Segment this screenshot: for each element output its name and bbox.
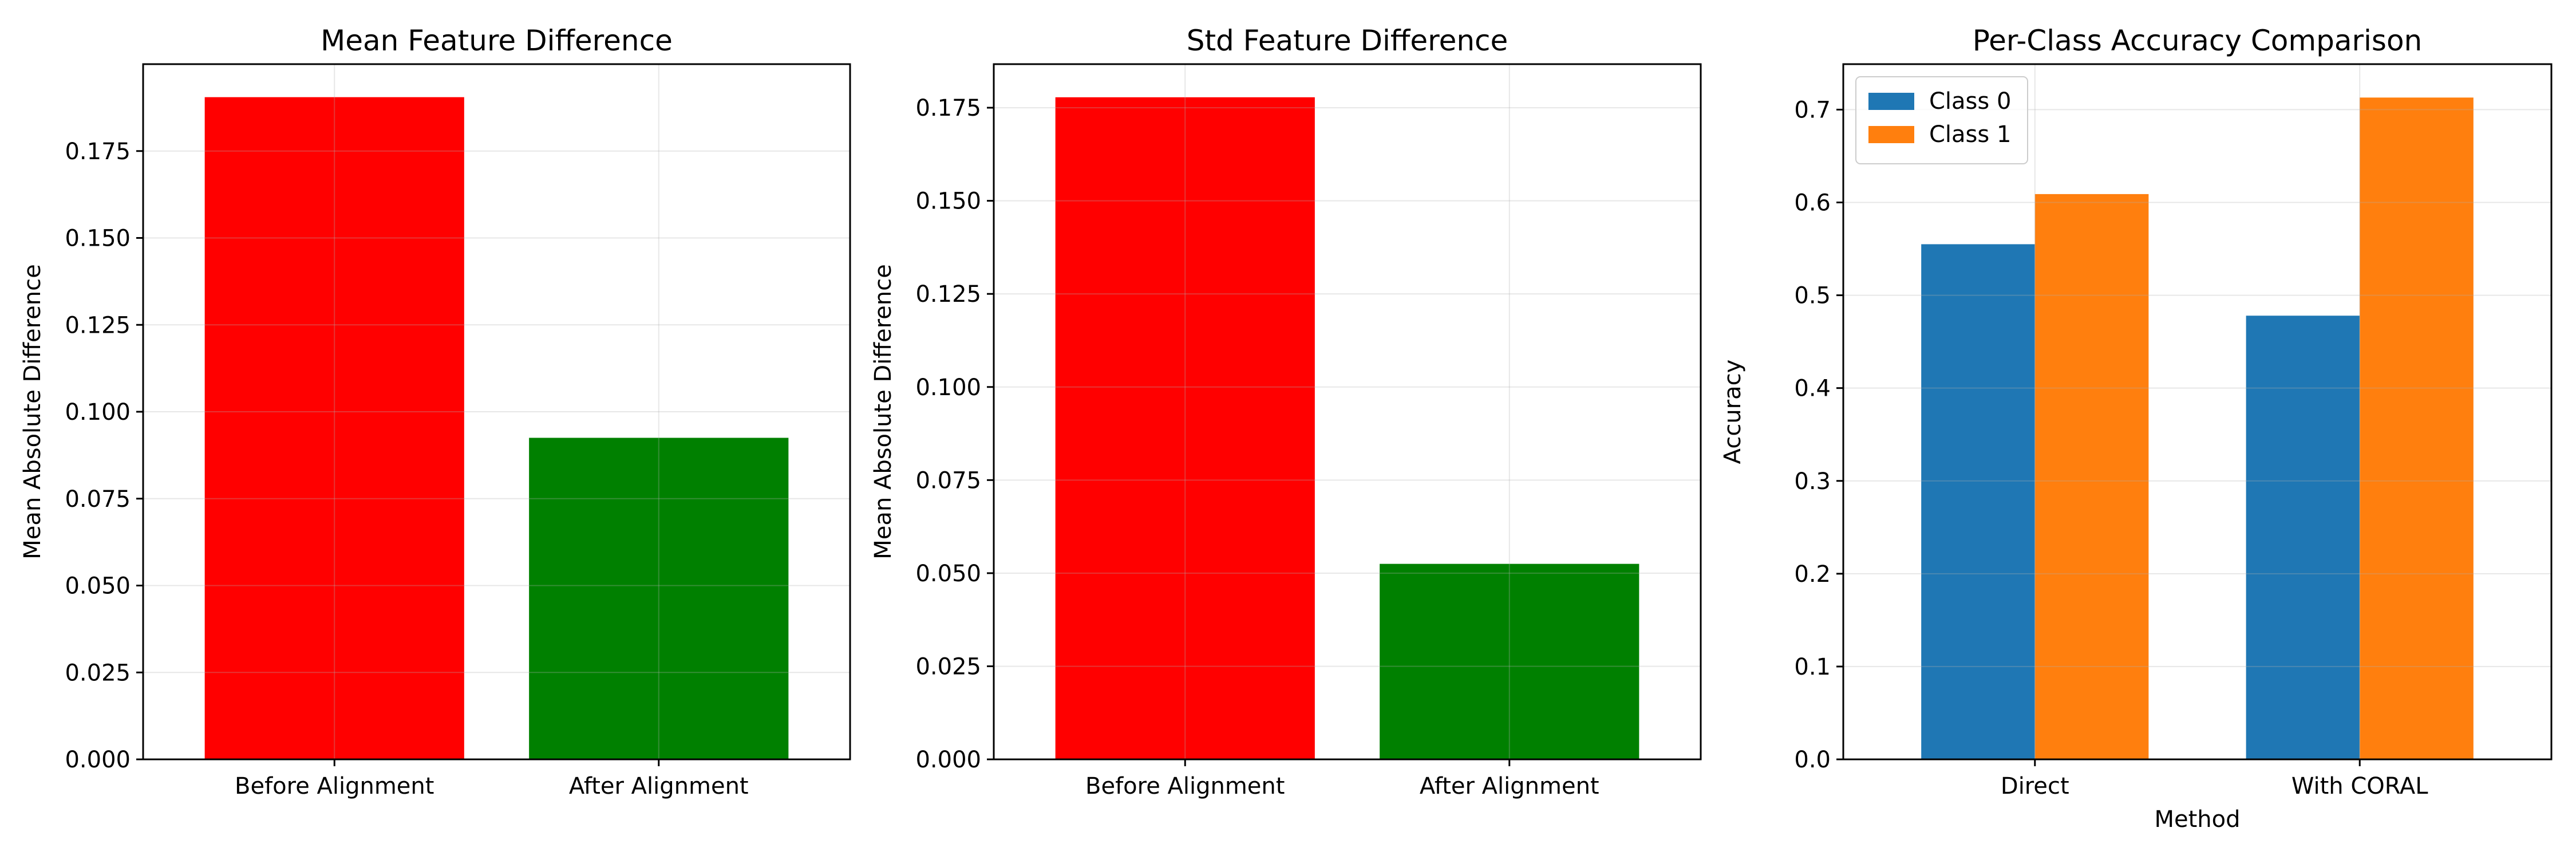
- grid-lines: [143, 64, 850, 760]
- axes-frame: [993, 63, 1702, 761]
- y-tick-label: 0.6: [1794, 190, 1831, 216]
- y-tick-label: 0.150: [65, 226, 131, 252]
- y-tick-label: 0.5: [1794, 283, 1831, 309]
- chart-title: Std Feature Difference: [1187, 24, 1508, 57]
- y-tick-label: 0.075: [915, 467, 981, 494]
- y-axis-label: Mean Absolute Difference: [870, 264, 896, 559]
- y-tick-label: 0.075: [65, 486, 131, 513]
- bar-0: [1055, 97, 1315, 759]
- y-tick-label: 0.025: [65, 660, 131, 686]
- y-tick-label: 0.125: [915, 281, 981, 308]
- x-axis-label: Method: [2154, 806, 2240, 833]
- y-axis-label: Accuracy: [1720, 360, 1746, 464]
- y-tick-label: 0.7: [1794, 97, 1831, 123]
- y-tick-label: 0.175: [65, 139, 131, 165]
- y-tick-label: 0.4: [1794, 376, 1831, 402]
- y-tick-label: 0.125: [65, 312, 131, 338]
- bar-class-1-1: [2360, 97, 2474, 759]
- bar-class-1-0: [2034, 194, 2149, 759]
- bar-1: [529, 438, 789, 759]
- y-tick-label: 0.100: [65, 399, 131, 425]
- y-tick-label: 0.1: [1794, 654, 1831, 680]
- x-tick-label: Direct: [2001, 773, 2069, 799]
- y-tick-label: 0.025: [915, 653, 981, 680]
- bar-class-0-1: [2246, 316, 2360, 759]
- legend: Class 0 Class 1: [1855, 76, 2028, 164]
- y-tick-label: 0.3: [1794, 468, 1831, 495]
- chart-panel-mean-feature-difference: 0.000 0.025 0.050 0.075 0.100 0.125 0.150 0.175…: [19, 24, 851, 799]
- x-tick-label: With CORAL: [2291, 773, 2428, 799]
- bar-0: [204, 97, 464, 759]
- x-tick-label: Before Alignment: [1085, 773, 1285, 799]
- y-tick-label: 0.050: [65, 573, 131, 600]
- y-tick-label: 0.050: [915, 561, 981, 587]
- y-tick-label: 0.000: [65, 747, 131, 773]
- axes-frame: [1842, 63, 2553, 761]
- chart-title: Mean Feature Difference: [321, 24, 673, 57]
- y-tick-label: 0.150: [915, 188, 981, 215]
- y-tick-label: 0.000: [915, 747, 981, 773]
- bar-1: [1380, 564, 1639, 759]
- legend-swatch: [1868, 126, 1914, 143]
- chart-panel-per-class-accuracy: 0.0 0.1 0.2 0.3 0.4 0.5 0.6 0.7 Direct With CORAL…: [1720, 24, 2553, 833]
- x-tick-label: After Alignment: [569, 773, 749, 799]
- x-tick-label: Before Alignment: [235, 773, 434, 799]
- y-tick-label: 0.0: [1794, 747, 1831, 773]
- chart-panel-std-feature-difference: 0.000 0.025 0.050 0.075 0.100 0.125 0.150 0.175…: [870, 24, 1702, 799]
- bar-class-0-0: [1921, 244, 2035, 760]
- y-tick-label: 0.100: [915, 375, 981, 401]
- x-tick-label: After Alignment: [1420, 773, 1599, 799]
- y-tick-label: 0.2: [1794, 561, 1831, 588]
- legend-label: Class 1: [1929, 121, 2011, 148]
- y-tick-label: 0.175: [915, 95, 981, 121]
- legend-label: Class 0: [1929, 88, 2011, 115]
- y-axis-label: Mean Absolute Difference: [19, 264, 46, 559]
- legend-swatch: [1868, 93, 1914, 110]
- chart-title: Per-Class Accuracy Comparison: [1973, 24, 2423, 57]
